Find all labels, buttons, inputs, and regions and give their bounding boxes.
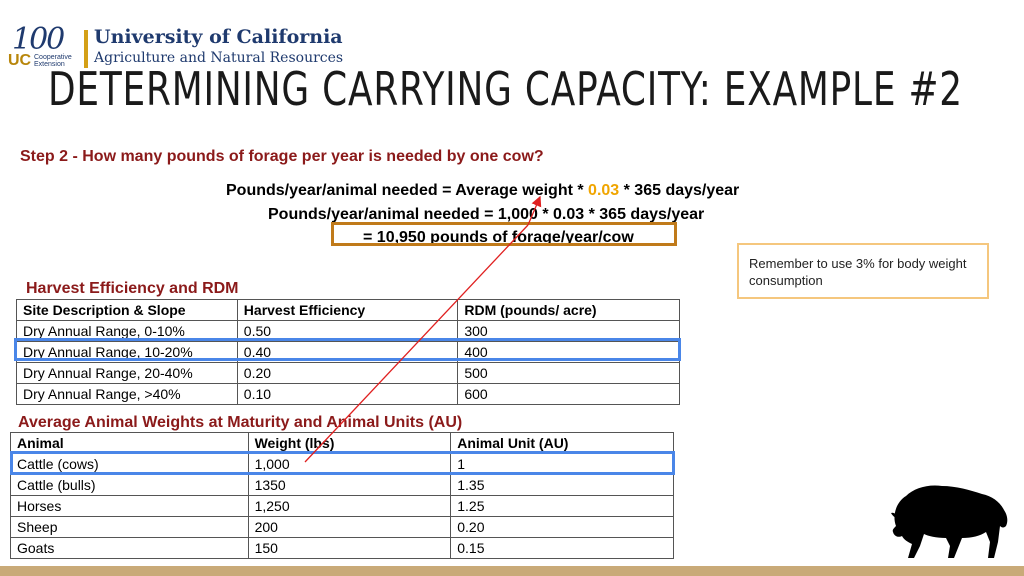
table-header-cell: Animal Unit (AU) (450, 432, 674, 454)
table-cell: 400 (457, 341, 680, 363)
table-row: Cattle (bulls) 1350 1.35 (10, 474, 674, 496)
row-highlight-animals (10, 451, 675, 475)
ucanr-logo: 100 UC Cooperative Extension University o… (8, 22, 343, 72)
logo-100: 100 (12, 22, 65, 57)
table-row: Goats 150 0.15 (10, 537, 674, 559)
table-header-cell: Harvest Efficiency (236, 299, 459, 321)
table-row: Dry Annual Range, 0-10% 0.50 300 (16, 320, 680, 342)
logo-uc: UC (8, 52, 32, 69)
logo-university: University of California (94, 26, 343, 48)
harvest-table: Site Description & Slope Harvest Efficie… (16, 299, 680, 405)
table-row: Horses 1,250 1.25 (10, 495, 674, 517)
table-cell: 1,000 (247, 453, 452, 475)
footer-bar (0, 566, 1024, 576)
table-header-cell: RDM (pounds/ acre) (457, 299, 680, 321)
table-cell: 0.10 (236, 383, 459, 405)
formula-line-2: Pounds/year/animal needed = 1,000 * 0.03… (268, 206, 705, 223)
table-cell: 0.15 (450, 537, 674, 559)
page-title: DETERMINING CARRYING CAPACITY: EXAMPLE #… (48, 62, 963, 116)
table-cell: 200 (247, 516, 452, 538)
table-row: Dry Annual Range, 10-20% 0.40 400 (16, 341, 680, 363)
table-cell: 150 (247, 537, 452, 559)
table-header-row: Animal Weight (lbs) Animal Unit (AU) (10, 432, 674, 454)
table-row: Dry Annual Range, >40% 0.10 600 (16, 383, 680, 405)
bison-icon (891, 485, 1008, 558)
logo-divider (84, 30, 88, 68)
row-highlight-harvest (14, 338, 681, 361)
arrow-from-cow-weight (304, 224, 529, 463)
table-row: Dry Annual Range, 20-40% 0.20 500 (16, 362, 680, 384)
animals-table-title: Average Animal Weights at Maturity and A… (18, 414, 463, 431)
formula-result: = 10,950 pounds of forage/year/cow (363, 229, 634, 246)
result-highlight-box (331, 222, 677, 246)
table-row: Sheep 200 0.20 (10, 516, 674, 538)
step-heading: Step 2 - How many pounds of forage per y… (20, 148, 544, 165)
table-cell: Dry Annual Range, 0-10% (16, 320, 238, 342)
formula-accent: 0.03 (588, 182, 620, 199)
table-row: Cattle (cows) 1,000 1 (10, 453, 674, 475)
table-cell: Dry Annual Range, >40% (16, 383, 238, 405)
table-cell: Cattle (bulls) (10, 474, 249, 496)
animals-table: Animal Weight (lbs) Animal Unit (AU) Cat… (10, 432, 674, 559)
table-cell: Dry Annual Range, 10-20% (16, 341, 238, 363)
logo-division: Agriculture and Natural Resources (94, 50, 344, 66)
logo-coop: Cooperative Extension (34, 54, 72, 68)
arrow-to-weight (527, 195, 542, 226)
harvest-table-title: Harvest Efficiency and RDM (26, 280, 239, 297)
reminder-note: Remember to use 3% for body weight consu… (737, 243, 989, 299)
table-cell: Horses (10, 495, 249, 517)
formula-line-1: Pounds/year/animal needed = Average weig… (226, 182, 740, 199)
table-cell: 1.35 (450, 474, 674, 496)
table-cell: Goats (10, 537, 249, 559)
table-cell: 600 (457, 383, 680, 405)
